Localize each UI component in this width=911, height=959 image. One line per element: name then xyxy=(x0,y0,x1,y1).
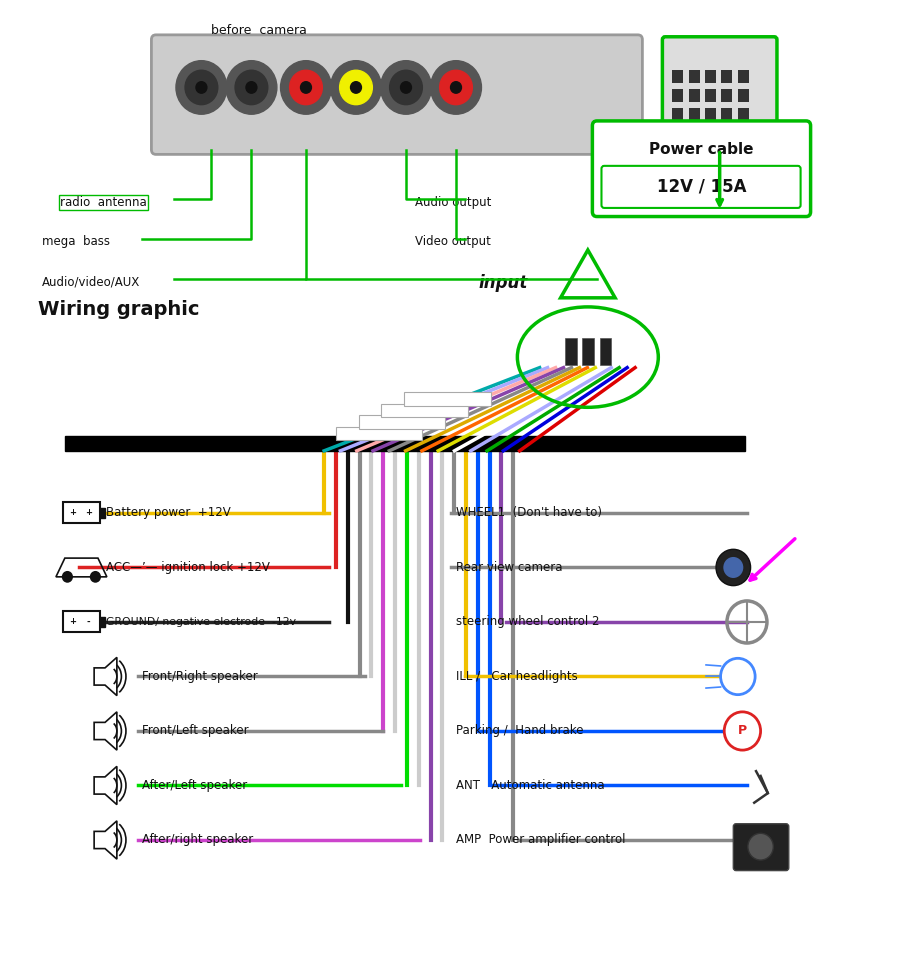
Text: Front/Left speaker: Front/Left speaker xyxy=(142,724,249,737)
Bar xyxy=(599,338,610,364)
Text: After/Left speaker: After/Left speaker xyxy=(142,779,247,792)
Circle shape xyxy=(89,571,101,583)
Text: +: + xyxy=(68,508,76,518)
Bar xyxy=(99,617,105,627)
Text: Front/Right speaker: Front/Right speaker xyxy=(142,670,258,683)
Text: -: - xyxy=(87,618,90,626)
Bar xyxy=(704,108,715,121)
Circle shape xyxy=(720,658,754,694)
Circle shape xyxy=(339,70,372,105)
Circle shape xyxy=(290,70,322,105)
Bar xyxy=(671,89,682,102)
Bar xyxy=(65,435,744,451)
Text: GROUND/ negative electrode  -12v: GROUND/ negative electrode -12v xyxy=(106,617,296,627)
FancyBboxPatch shape xyxy=(592,121,810,217)
Circle shape xyxy=(747,833,773,860)
FancyBboxPatch shape xyxy=(151,35,641,154)
Text: radio  antenna: radio antenna xyxy=(60,196,147,209)
Text: P: P xyxy=(737,724,746,737)
Circle shape xyxy=(450,82,461,93)
Bar xyxy=(688,70,699,82)
Text: Power cable: Power cable xyxy=(649,142,752,157)
Bar xyxy=(582,338,594,364)
Text: 12V / 15A: 12V / 15A xyxy=(656,178,745,196)
Bar xyxy=(404,392,490,406)
Bar xyxy=(381,404,467,417)
Text: ACC—’— ignition lock +12V: ACC—’— ignition lock +12V xyxy=(106,561,270,574)
Circle shape xyxy=(226,60,277,114)
Text: Rear view camera: Rear view camera xyxy=(456,561,562,574)
Circle shape xyxy=(380,60,431,114)
Bar xyxy=(721,128,732,140)
Bar xyxy=(737,70,748,82)
Text: Audio/video/AUX: Audio/video/AUX xyxy=(42,275,140,288)
Bar xyxy=(358,415,445,429)
Circle shape xyxy=(185,70,218,105)
Circle shape xyxy=(439,70,472,105)
Bar xyxy=(704,128,715,140)
Circle shape xyxy=(389,70,422,105)
Bar xyxy=(671,108,682,121)
Circle shape xyxy=(723,712,760,750)
Circle shape xyxy=(246,82,257,93)
Bar xyxy=(671,70,682,82)
Bar xyxy=(688,128,699,140)
Text: steering wheel control 2: steering wheel control 2 xyxy=(456,616,599,628)
FancyBboxPatch shape xyxy=(732,824,788,871)
Text: AMP  Power amplifier control: AMP Power amplifier control xyxy=(456,833,625,847)
Text: input: input xyxy=(478,274,527,292)
Bar xyxy=(737,89,748,102)
Circle shape xyxy=(330,60,381,114)
Text: mega  bass: mega bass xyxy=(42,235,110,247)
Text: +: + xyxy=(68,618,76,626)
Bar xyxy=(335,427,422,440)
Circle shape xyxy=(350,82,361,93)
Bar xyxy=(704,70,715,82)
Circle shape xyxy=(400,82,411,93)
Bar xyxy=(688,89,699,102)
Circle shape xyxy=(301,82,311,93)
Circle shape xyxy=(430,60,481,114)
Text: Audio output: Audio output xyxy=(415,196,491,209)
Bar xyxy=(99,507,105,518)
Circle shape xyxy=(196,82,207,93)
Circle shape xyxy=(722,557,742,578)
Circle shape xyxy=(176,60,227,114)
Bar xyxy=(721,108,732,121)
Text: before  camera: before camera xyxy=(210,24,306,36)
Bar xyxy=(671,128,682,140)
FancyBboxPatch shape xyxy=(601,166,800,208)
Circle shape xyxy=(715,550,750,586)
Bar xyxy=(737,108,748,121)
Bar xyxy=(688,108,699,121)
Bar xyxy=(737,128,748,140)
Bar xyxy=(704,89,715,102)
Text: +: + xyxy=(85,508,92,518)
Bar xyxy=(63,612,99,633)
Bar xyxy=(63,503,99,524)
Circle shape xyxy=(281,60,331,114)
FancyBboxPatch shape xyxy=(661,36,776,152)
Text: Video output: Video output xyxy=(415,235,490,247)
Text: WHEEL1  (Don't have to): WHEEL1 (Don't have to) xyxy=(456,506,601,520)
Text: Parking /  Hand brake: Parking / Hand brake xyxy=(456,724,583,737)
Text: After/right speaker: After/right speaker xyxy=(142,833,253,847)
Text: Battery power  +12V: Battery power +12V xyxy=(106,506,230,520)
Bar xyxy=(721,89,732,102)
Bar xyxy=(565,338,577,364)
Bar xyxy=(721,70,732,82)
Text: ANT   Automatic antenna: ANT Automatic antenna xyxy=(456,779,604,792)
Circle shape xyxy=(235,70,268,105)
Circle shape xyxy=(62,571,73,583)
Text: Wiring graphic: Wiring graphic xyxy=(37,300,199,318)
Text: ILL /   Car headlights: ILL / Car headlights xyxy=(456,670,577,683)
